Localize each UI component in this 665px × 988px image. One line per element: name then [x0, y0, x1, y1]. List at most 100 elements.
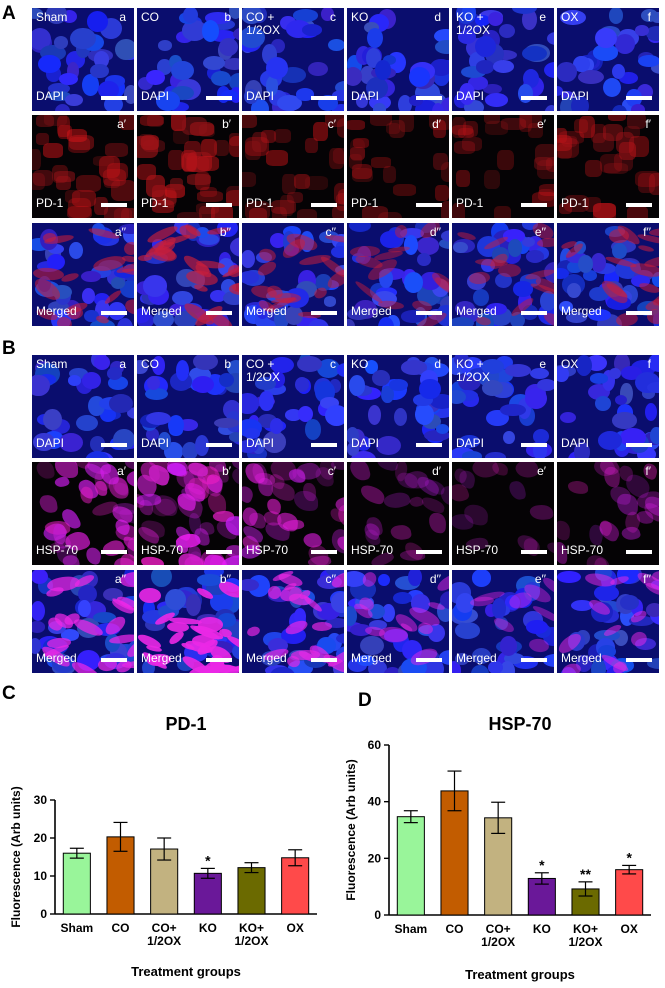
micrograph-hsp-70-a: a′ HSP-70 — [32, 462, 134, 565]
subpanel-letter: b — [224, 10, 231, 24]
scale-bar — [101, 550, 127, 554]
scale-bar — [311, 203, 337, 207]
subpanel-letter: f′′ — [643, 572, 651, 586]
subpanel-letter: a′ — [117, 117, 126, 131]
group-label: Sham — [36, 357, 68, 371]
micrograph-pd-1-f: f′ PD-1 — [557, 115, 659, 218]
category-label: CO — [112, 921, 130, 935]
scale-bar — [101, 658, 127, 662]
subpanel-letter: b′ — [222, 464, 231, 478]
subpanel-letter: f′ — [645, 117, 651, 131]
stain-label: PD-1 — [456, 196, 484, 210]
micrograph-grid-pd1: Sham a DAPI CO b DAPI CO + 1/2OX c DAPI KO d DAPI KO… — [32, 8, 662, 326]
stain-label: Merged — [246, 304, 287, 318]
scale-bar — [521, 443, 547, 447]
stain-label: PD-1 — [351, 196, 379, 210]
significance-marker: ** — [580, 866, 591, 882]
stain-label: HSP-70 — [456, 543, 499, 557]
panel-label-d: D — [358, 690, 372, 711]
category-label: OX — [286, 921, 303, 935]
subpanel-letter: c′ — [327, 464, 336, 478]
stain-label: HSP-70 — [561, 543, 604, 557]
scale-bar — [206, 658, 232, 662]
category-label: Sham — [60, 921, 93, 935]
y-tick-label: 0 — [40, 907, 47, 921]
stain-label: DAPI — [36, 89, 65, 103]
stain-label: HSP-70 — [246, 543, 289, 557]
micrograph-pd-1-e: e′ PD-1 — [452, 115, 554, 218]
bar-1 — [440, 790, 469, 916]
category-label: Sham — [394, 922, 427, 936]
scale-bar — [101, 443, 127, 447]
scale-bar — [521, 311, 547, 315]
bar-5 — [281, 857, 310, 915]
stain-label: DAPI — [561, 89, 590, 103]
subpanel-letter: a′′ — [114, 225, 126, 239]
subpanel-letter: b′′ — [219, 225, 231, 239]
subpanel-letter: b′′ — [219, 572, 231, 586]
subpanel-letter: c′′ — [325, 225, 337, 239]
bar-3 — [193, 872, 222, 915]
subpanel-letter: a — [119, 357, 126, 371]
scale-bar — [626, 550, 652, 554]
significance-marker: * — [626, 849, 632, 865]
scale-bar — [521, 203, 547, 207]
subpanel-letter: e′ — [537, 464, 546, 478]
scale-bar — [521, 96, 547, 100]
y-tick-label: 60 — [368, 738, 382, 752]
stain-label: DAPI — [561, 436, 590, 450]
micrograph-dapi-d: KO d DAPI — [347, 355, 449, 458]
subpanel-letter: d′ — [432, 464, 441, 478]
panel-label-c: C — [2, 683, 16, 704]
stain-label: PD-1 — [36, 196, 64, 210]
subpanel-letter: f′ — [645, 464, 651, 478]
stain-label: Merged — [141, 304, 182, 318]
x-axis-label: Treatment groups — [465, 967, 575, 982]
stain-label: DAPI — [351, 89, 380, 103]
group-label: KO — [351, 357, 369, 371]
scale-bar — [521, 550, 547, 554]
micrograph-merged-a: a′′ Merged — [32, 570, 134, 673]
group-label: CO + 1/2OX — [246, 357, 281, 384]
micrograph-merged-d: d′′ Merged — [347, 223, 449, 326]
x-axis-label: Treatment groups — [131, 964, 241, 979]
stain-label: Merged — [36, 651, 77, 665]
group-label: KO + 1/2OX — [456, 357, 491, 384]
stain-label: Merged — [246, 651, 287, 665]
category-label: 1/2OX — [568, 935, 602, 949]
micrograph-pd-1-a: a′ PD-1 — [32, 115, 134, 218]
group-label: OX — [561, 10, 579, 24]
scale-bar — [311, 443, 337, 447]
bar-0 — [62, 852, 91, 915]
bar-chart-hsp70: HSP-70 0 20 40 60 Fluorescence (Arb units) Tre… — [344, 714, 651, 982]
micrograph-hsp-70-d: d′ HSP-70 — [347, 462, 449, 565]
subpanel-letter: c — [330, 10, 336, 24]
scale-bar — [206, 96, 232, 100]
scale-bar — [626, 658, 652, 662]
micrograph-hsp-70-b: b′ HSP-70 — [137, 462, 239, 565]
y-tick-label: 40 — [368, 795, 382, 809]
subpanel-letter: e′′ — [534, 225, 546, 239]
scale-bar — [101, 311, 127, 315]
subpanel-letter: d′ — [432, 117, 441, 131]
scale-bar — [206, 203, 232, 207]
scale-bar — [521, 658, 547, 662]
scale-bar — [626, 96, 652, 100]
category-label: 1/2OX — [481, 935, 515, 949]
micrograph-merged-c: c′′ Merged — [242, 570, 344, 673]
micrograph-dapi-c: CO + 1/2OX c DAPI — [242, 355, 344, 458]
panel-label-a: A — [2, 3, 16, 24]
subpanel-letter: f — [647, 357, 651, 371]
category-label: KO+ — [239, 921, 264, 935]
group-label: OX — [561, 357, 579, 371]
bar-0 — [396, 816, 425, 916]
micrograph-merged-e: e′′ Merged — [452, 223, 554, 326]
stain-label: DAPI — [141, 436, 170, 450]
category-label: CO+ — [486, 922, 511, 936]
micrograph-merged-b: b′′ Merged — [137, 223, 239, 326]
y-tick-label: 0 — [374, 908, 381, 922]
group-label: CO + 1/2OX — [246, 10, 281, 37]
scale-bar — [416, 550, 442, 554]
stain-label: HSP-70 — [141, 543, 184, 557]
scale-bar — [206, 443, 232, 447]
